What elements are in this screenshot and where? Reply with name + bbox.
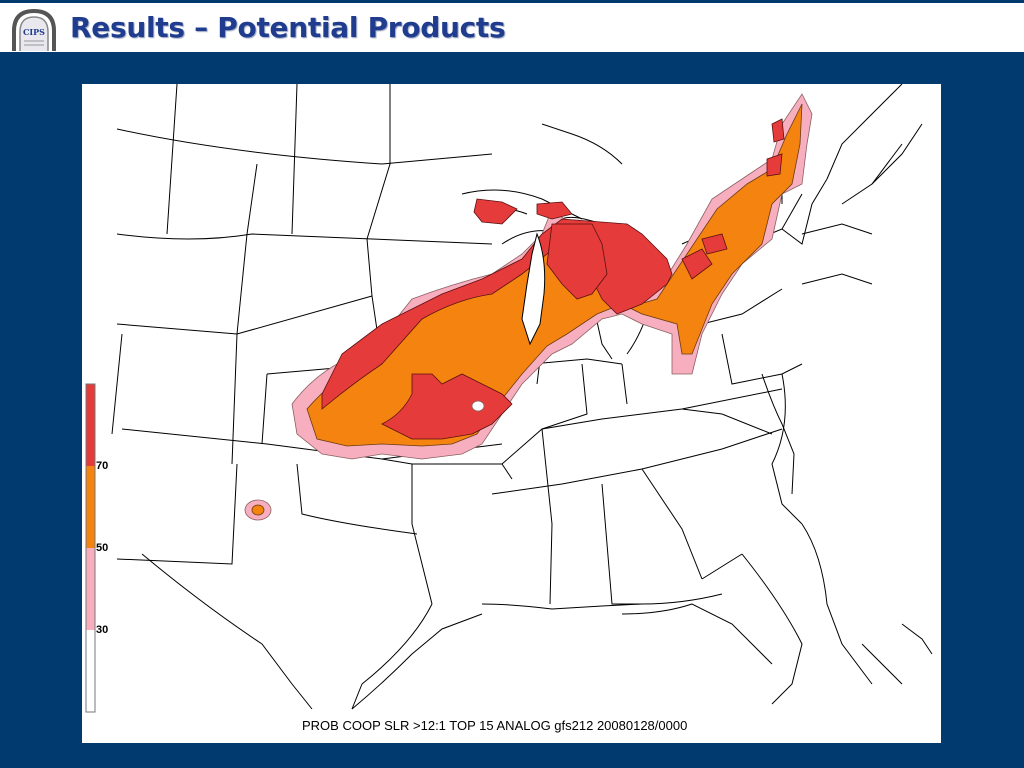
map-panel: 70 50 30 PROB COOP SLR >12:1 TOP 15 ANAL… [82, 84, 941, 743]
legend-label-70: 70 [96, 460, 108, 472]
legend-label-50: 50 [96, 542, 108, 554]
legend: 70 50 30 [85, 383, 108, 713]
legend-swatch-none [86, 630, 95, 712]
map-caption: PROB COOP SLR >12:1 TOP 15 ANALOG gfs212… [302, 718, 688, 733]
page-title: Results – Potential Products [70, 11, 506, 44]
slide-header: CIPS Results – Potential Products [0, 0, 1024, 52]
logo-text: CIPS [23, 27, 45, 37]
probability-contours [244, 93, 813, 521]
legend-label-30: 30 [96, 624, 108, 636]
legend-swatch-mid [86, 466, 95, 548]
legend-swatch-low [86, 548, 95, 630]
coastlines [351, 123, 933, 710]
legend-swatch-high [86, 384, 95, 466]
cips-arch-logo-icon: CIPS [12, 8, 56, 51]
probability-map: 70 50 30 [85, 84, 933, 713]
